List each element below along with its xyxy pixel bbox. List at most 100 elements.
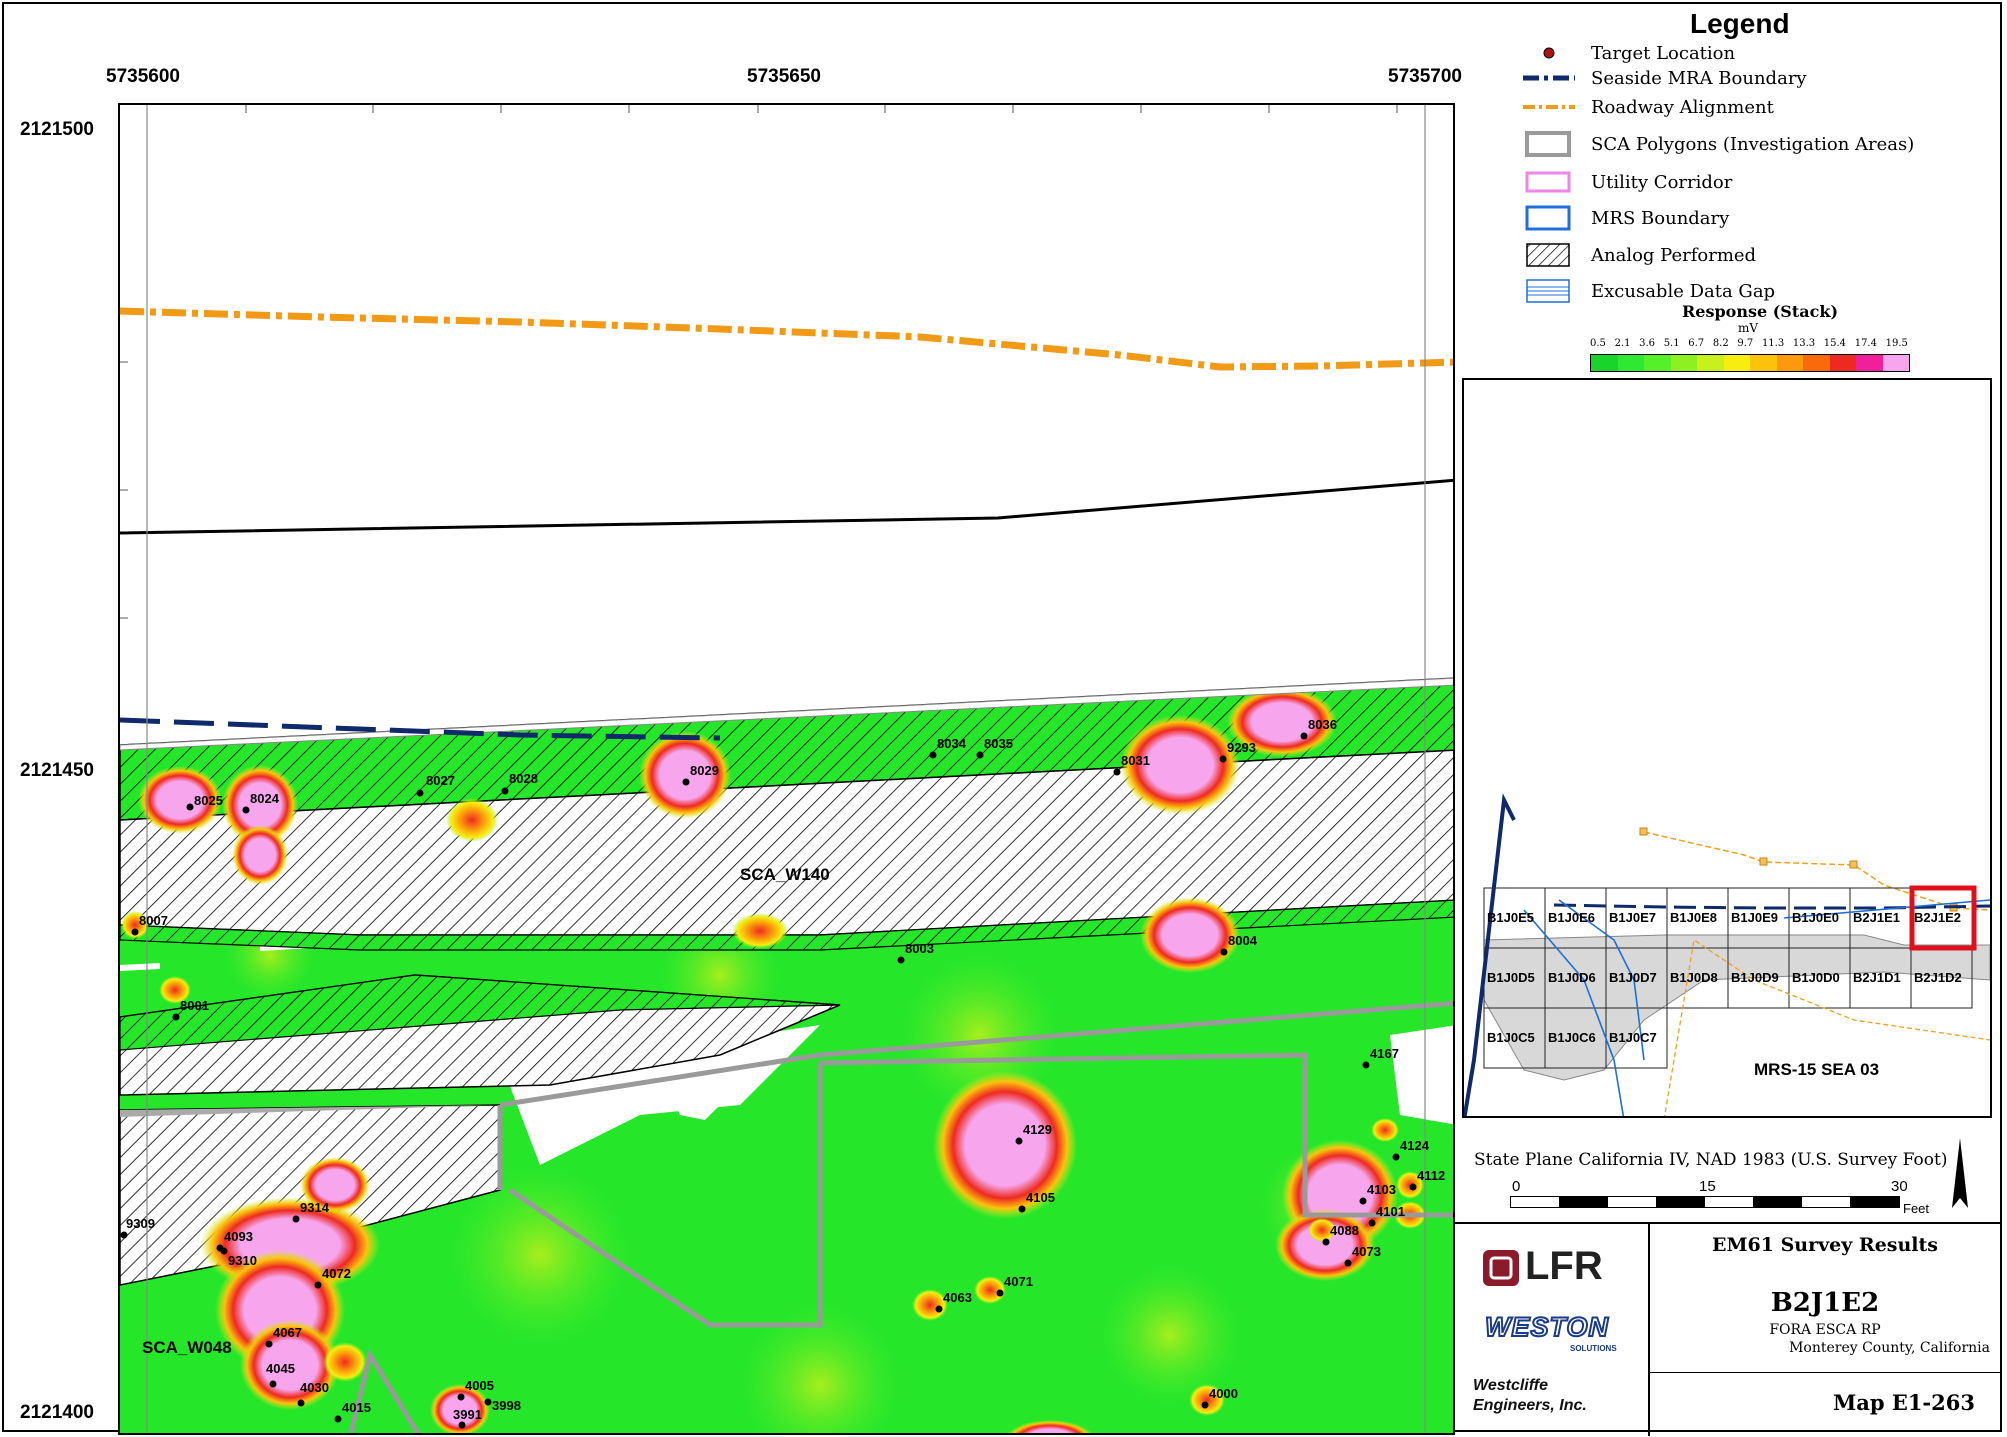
- legend-item: Roadway Alignment: [1523, 92, 1774, 122]
- response-title: Response (Stack): [1682, 302, 1839, 321]
- target-label: 4015: [342, 1400, 371, 1415]
- analog-hatch-icon: [1523, 241, 1575, 269]
- roadway-icon: [1523, 93, 1575, 121]
- map-canvas: [120, 105, 1453, 1433]
- legend-item: Analog Performed: [1523, 240, 1756, 270]
- weston-logo-sub: SOLUTIONS: [1570, 1344, 1617, 1353]
- ramp-label: 15.4: [1823, 338, 1847, 349]
- target-label: 4000: [1209, 1386, 1238, 1401]
- ramp-swatch: [1856, 355, 1883, 371]
- lfr-logo-text: LFR: [1525, 1244, 1603, 1288]
- ramp-label: 19.5: [1885, 338, 1908, 349]
- target-label: 4063: [943, 1290, 972, 1305]
- lfr-logo-icon: [1483, 1250, 1519, 1286]
- ramp-swatch: [1803, 355, 1830, 371]
- response-value-labels: 0.5 2.1 3.6 5.1 6.7 8.2 9.7 11.3 13.3 15…: [1590, 338, 1908, 349]
- grid-cell-label: B1J0E5: [1487, 910, 1534, 925]
- westcliffe-text: Westcliffe Engineers, Inc.: [1473, 1377, 1587, 1414]
- grid-cell-label: B2J1D1: [1853, 970, 1901, 985]
- target-label: 4045: [266, 1361, 295, 1376]
- ramp-swatch: [1723, 355, 1750, 371]
- grid-cell-label: B1J0E8: [1670, 910, 1717, 925]
- grid-cell-label: B2J1E2: [1914, 910, 1961, 925]
- inset-map[interactable]: B1J0E5 B1J0E6 B1J0E7 B1J0E8 B1J0E9 B1J0E…: [1462, 378, 1992, 1118]
- legend-item: Seaside MRA Boundary: [1523, 63, 1807, 93]
- target-label: 8031: [1121, 753, 1150, 768]
- inset-canvas: [1464, 793, 1990, 1116]
- target-label: 8003: [905, 941, 934, 956]
- target-label: 3991: [453, 1407, 482, 1422]
- grid-cell-label: B2J1E1: [1853, 910, 1900, 925]
- grid-cell-label: B1J0E7: [1609, 910, 1656, 925]
- ramp-label: 2.1: [1614, 338, 1631, 349]
- target-label: 8027: [426, 773, 455, 788]
- ramp-swatch: [1776, 355, 1803, 371]
- scale-tick-label: 0: [1512, 1178, 1521, 1195]
- target-label: 3998: [492, 1398, 521, 1413]
- ramp-swatch: [1670, 355, 1697, 371]
- legend-label: Utility Corridor: [1591, 171, 1733, 193]
- ramp-swatch: [1644, 355, 1671, 371]
- target-label: 8034: [937, 736, 966, 751]
- x-tick-label: 5735600: [106, 66, 180, 87]
- legend-label: Excusable Data Gap: [1591, 280, 1776, 302]
- ramp-label: 8.2: [1712, 338, 1729, 349]
- survey-title: EM61 Survey Results: [1712, 1234, 1938, 1256]
- grid-cell-label: B1J0D0: [1792, 970, 1840, 985]
- em61-map[interactable]: 8025 8024 8027 8028 8029 8034 8035 8031 …: [118, 103, 1455, 1435]
- logo-panel: LFR WESTON SOLUTIONS Westcliffe Engineer…: [1455, 1224, 1650, 1436]
- legend-label: Roadway Alignment: [1591, 96, 1774, 118]
- y-tick-label: 2121500: [20, 119, 94, 140]
- ramp-label: 5.1: [1663, 338, 1680, 349]
- title-block: LFR WESTON SOLUTIONS Westcliffe Engineer…: [1455, 1222, 2000, 1436]
- grid-cell-label: B1J0D7: [1609, 970, 1657, 985]
- target-label: 4101: [1376, 1204, 1405, 1219]
- target-label: 9310: [228, 1253, 257, 1268]
- ramp-label: 0.5: [1590, 338, 1606, 349]
- ramp-swatch: [1882, 355, 1909, 371]
- target-label: 4112: [1417, 1168, 1446, 1183]
- target-label: 4030: [300, 1380, 329, 1395]
- target-label: 4073: [1352, 1244, 1381, 1259]
- grid-cell-label: B1J0E9: [1731, 910, 1778, 925]
- target-label: 8028: [509, 771, 538, 786]
- legend-label: MRS Boundary: [1591, 207, 1730, 229]
- target-label: 9309: [126, 1216, 155, 1231]
- ramp-label: 11.3: [1761, 338, 1785, 349]
- ramp-label: 3.6: [1639, 338, 1656, 349]
- target-label: 4105: [1026, 1190, 1055, 1205]
- title-divider: [1650, 1372, 2000, 1373]
- target-dot-icon: [1523, 39, 1575, 67]
- x-tick-label: 5735700: [1388, 66, 1462, 87]
- sca-polygon-icon: [1523, 130, 1575, 158]
- scale-unit: Feet: [1903, 1201, 1930, 1216]
- ramp-swatch: [1591, 355, 1618, 371]
- target-label: 4124: [1400, 1138, 1429, 1153]
- grid-cell-label: B2J1D2: [1914, 970, 1962, 985]
- ramp-label: 6.7: [1688, 338, 1705, 349]
- ramp-label: 9.7: [1737, 338, 1754, 349]
- mrs-label: MRS-15 SEA 03: [1754, 1060, 1880, 1079]
- grid-cell-label: B1J0D9: [1731, 970, 1779, 985]
- target-label: 4167: [1370, 1046, 1399, 1061]
- scale-bar: [1510, 1196, 1900, 1208]
- project-name: FORA ESCA RP: [1769, 1322, 1881, 1338]
- target-label: 8035: [984, 736, 1013, 751]
- target-label: 8004: [1228, 933, 1257, 948]
- scale-tick-label: 15: [1699, 1178, 1716, 1195]
- legend-item: Excusable Data Gap: [1523, 276, 1775, 306]
- grid-cell-label: B1J0C7: [1609, 1030, 1657, 1045]
- response-unit: mV: [1738, 321, 1759, 335]
- ramp-swatch: [1617, 355, 1644, 371]
- y-tick-label: 2121400: [20, 1402, 94, 1423]
- target-label: 8007: [139, 913, 168, 928]
- target-label: 9293: [1227, 740, 1256, 755]
- seaside-boundary-icon: [1523, 64, 1575, 92]
- target-label: 4093: [224, 1229, 253, 1244]
- sca-label: SCA_W140: [740, 865, 830, 884]
- ramp-swatch: [1750, 355, 1777, 371]
- projection-text: State Plane California IV, NAD 1983 (U.S…: [1474, 1150, 1948, 1170]
- scale-tick-label: 30: [1891, 1178, 1908, 1195]
- x-tick-label: 5735650: [747, 66, 821, 87]
- target-label: 9314: [300, 1200, 329, 1215]
